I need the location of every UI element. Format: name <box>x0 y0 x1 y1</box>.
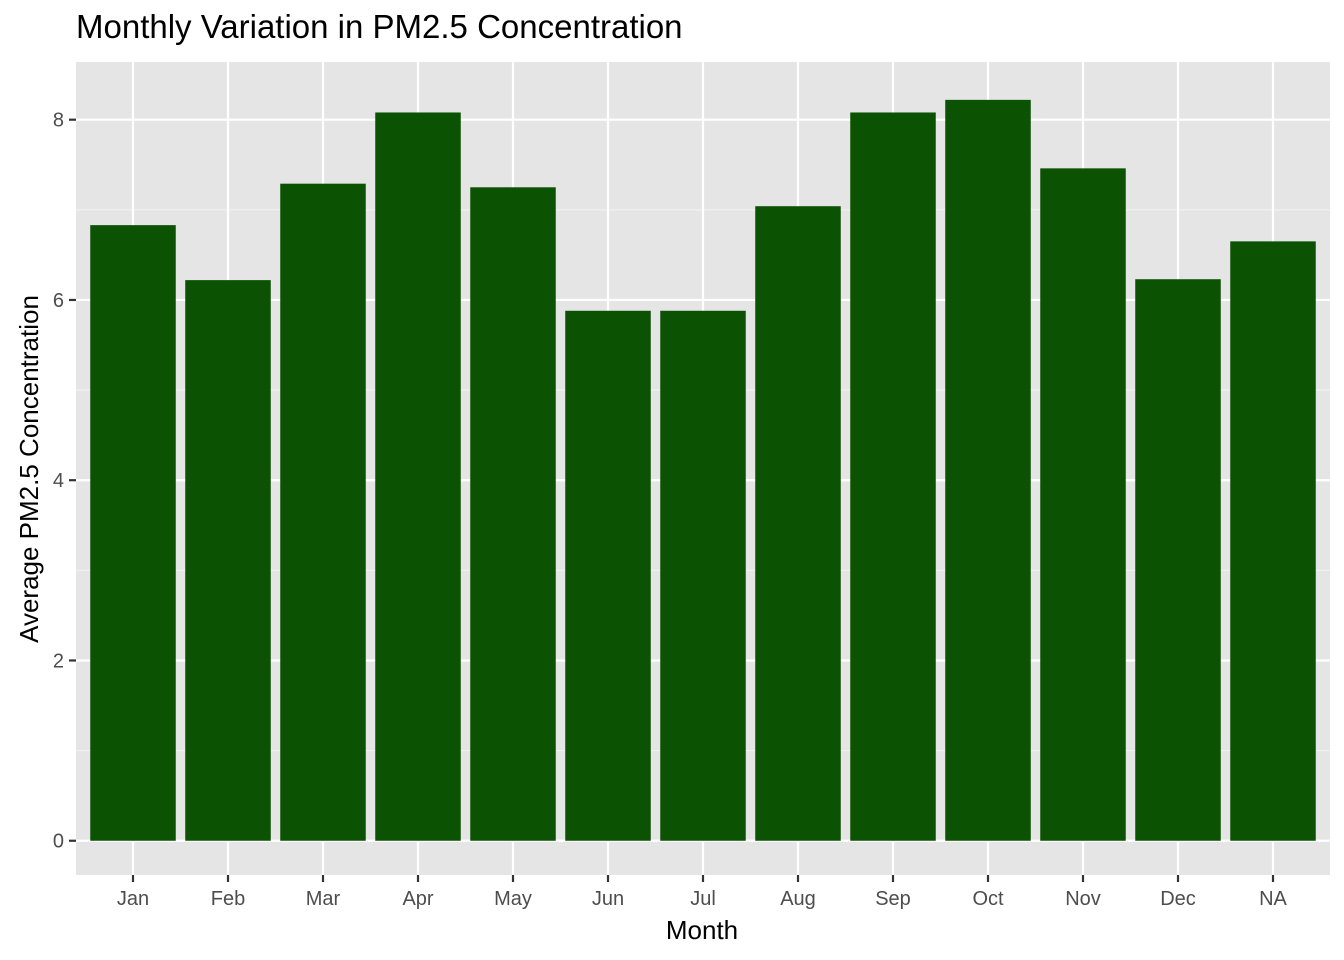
x-tick-label: Dec <box>1160 888 1196 910</box>
bar-oct <box>945 99 1031 841</box>
x-tick-label: Feb <box>211 888 245 910</box>
bar-jul <box>660 310 746 841</box>
y-tick-label: 0 <box>53 831 64 853</box>
bar-dec <box>1135 279 1221 841</box>
x-axis-title: Month <box>666 915 738 945</box>
chart-title: Monthly Variation in PM2.5 Concentration <box>76 8 683 45</box>
x-tick-label: May <box>494 888 532 910</box>
x-tick-label: Aug <box>780 888 816 910</box>
bar-na <box>1230 241 1316 841</box>
y-axis-title: Average PM2.5 Concentration <box>14 295 44 643</box>
x-axis: Jan Feb Mar Apr May Jun Jul Aug Sep Oct Nov Dec NA <box>117 875 1288 910</box>
bar-may <box>470 187 556 841</box>
bar-jan <box>90 225 176 841</box>
y-axis: 0 2 4 6 8 <box>53 110 76 853</box>
x-tick-label: Jul <box>690 888 716 910</box>
bar-nov <box>1040 168 1126 841</box>
x-tick-label: Sep <box>875 888 911 910</box>
bar-jun <box>565 310 651 841</box>
bar-mar <box>280 183 366 841</box>
bars <box>90 99 1316 841</box>
y-tick-label: 2 <box>53 650 64 672</box>
x-tick-label: Jan <box>117 888 149 910</box>
bar-apr <box>375 112 461 841</box>
x-tick-label: Oct <box>972 888 1004 910</box>
x-tick-label: Jun <box>592 888 624 910</box>
x-tick-label: NA <box>1259 888 1287 910</box>
bar-sep <box>850 112 936 841</box>
y-tick-label: 6 <box>53 290 64 312</box>
y-tick-label: 4 <box>53 470 64 492</box>
y-tick-label: 8 <box>53 110 64 132</box>
x-tick-label: Apr <box>402 888 433 910</box>
bar-feb <box>185 280 271 841</box>
x-tick-label: Mar <box>306 888 341 910</box>
x-tick-label: Nov <box>1065 888 1101 910</box>
bar-aug <box>755 206 841 841</box>
